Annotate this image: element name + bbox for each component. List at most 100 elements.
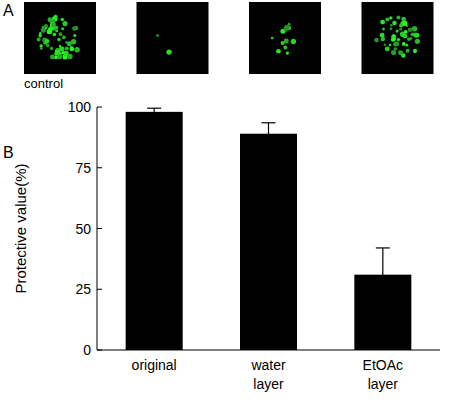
fluorescent-dot [56,48,59,51]
fluorescent-dot [291,39,296,44]
fluorescent-dot [411,33,415,37]
panel-label: B [3,144,14,161]
fluorescent-dot [61,18,65,22]
x-tick-label: original [132,357,177,373]
fluorescent-dot [397,38,400,41]
fluorescent-dot [50,22,55,27]
micrograph [249,2,321,74]
fluorescent-dot [50,47,53,50]
fluorescent-dot [382,28,385,31]
y-tick-label: 50 [75,221,91,237]
fluorescent-dot [55,29,58,32]
fluorescent-dot [391,50,396,55]
fluorescent-dot [74,26,79,31]
image-background [249,2,321,74]
x-tick-label-line: original [132,357,177,373]
panel-label: A [3,2,14,19]
y-axis-label: Protective value(%) [12,163,29,293]
fluorescent-dot [45,39,49,43]
fluorescent-dot [62,36,66,40]
y-tick-label: 25 [75,281,91,297]
fluorescent-dot [398,50,402,54]
fluorescent-dot [405,44,408,47]
fluorescent-dot [57,38,61,42]
micrograph [362,2,434,74]
fluorescent-dot [399,27,402,30]
fluorescent-dot [393,47,396,50]
fluorescent-dot [395,29,398,32]
fluorescent-dot [52,19,55,22]
fluorescent-dot [392,21,397,26]
fluorescent-dot [396,16,400,20]
fluorescent-dot [57,54,62,59]
fluorescent-dot [398,50,403,55]
y-tick-label: 100 [68,99,92,115]
fluorescent-dot [39,44,42,47]
fluorescent-dot [65,46,69,50]
x-tick-label: EtOAclayer [363,357,403,392]
bars [126,108,412,350]
figure-svg: AcontrolB0255075100originalwaterlayerEtO… [0,0,456,405]
y-tick [97,107,102,108]
error-stem [382,248,383,301]
fluorescent-dot [385,17,389,21]
fluorescent-dot [71,39,76,44]
fluorescent-dot [403,34,408,39]
x-tick-label: waterlayer [250,357,286,392]
fluorescent-dot [48,27,51,30]
fluorescent-dot [286,51,289,54]
fluorescent-dot [281,41,285,45]
fluorescent-dot [38,34,41,37]
fluorescent-dot [380,20,385,25]
fluorescent-dot [276,49,281,54]
fluorescent-dot [70,47,75,52]
fluorescent-dot [288,23,291,26]
fluorescent-dot [408,27,413,32]
micrograph [24,2,96,74]
y-tick [97,289,102,290]
fluorescent-dot [401,17,406,22]
x-axis-line [97,350,440,351]
fluorescent-dot [54,15,58,19]
fluorescent-dot [54,51,58,55]
fluorescent-dot [40,47,42,49]
fluorescent-dot [406,49,410,53]
fluorescent-dot [52,33,56,37]
micrograph [137,2,209,74]
error-bar [376,248,390,301]
image-background [362,2,434,74]
error-cap [147,108,161,109]
fluorescent-dot [404,30,408,34]
error-cap [376,247,390,248]
fluorescent-dot [61,27,64,30]
fluorescent-dot [59,32,63,36]
fluorescent-dot [51,23,56,28]
fluorescent-dot [37,38,41,42]
y-tick [97,167,102,168]
error-stem [154,108,155,115]
fluorescent-dot [374,38,379,43]
fluorescent-dot [413,49,417,53]
bar [126,112,183,350]
fluorescent-dot [44,27,47,30]
fluorescent-dot [384,43,387,46]
error-stem [268,123,269,145]
fluorescent-dot [47,17,52,22]
image-caption: control [24,76,63,91]
fluorescent-dot [283,45,287,49]
y-tick-label: 75 [75,160,91,176]
fluorescent-dot [392,34,395,37]
fluorescent-dot [41,27,46,32]
error-cap [262,122,276,123]
bar [240,134,297,350]
fluorescent-dot [380,33,385,38]
image-background [137,2,209,74]
x-tick-label-line: water [250,357,286,373]
fluorescent-dot [59,46,65,52]
fluorescent-dot [271,37,274,40]
fluorescent-dot [67,54,72,59]
fluorescent-dot [415,39,420,44]
fluorescent-dot [381,37,385,41]
fluorescent-dot [402,42,406,46]
figure: AcontrolB0255075100originalwaterlayerEtO… [0,0,456,405]
